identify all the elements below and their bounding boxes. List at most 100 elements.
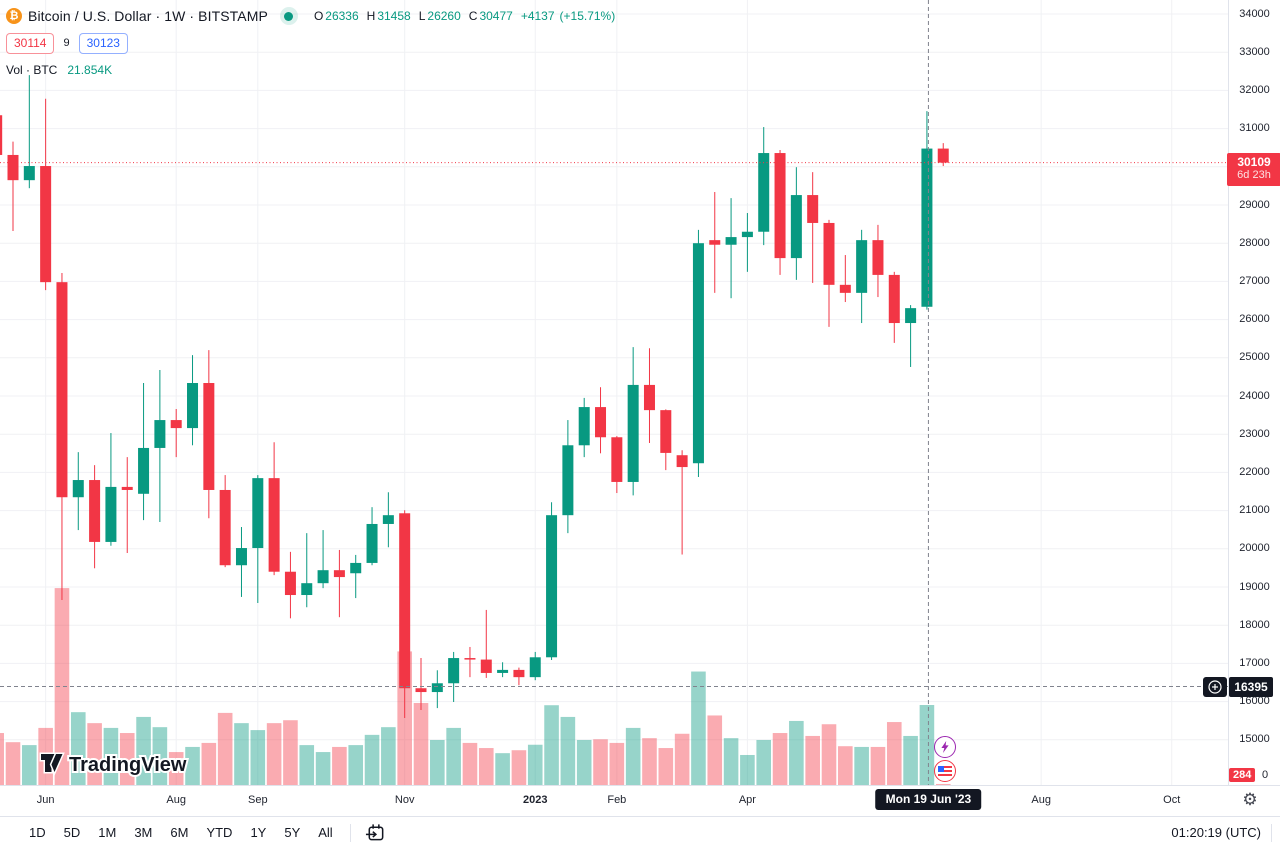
candle-body[interactable] [709, 240, 721, 245]
candle-body[interactable] [546, 515, 558, 658]
candle-body[interactable] [676, 455, 688, 468]
volume-bar[interactable] [5, 742, 21, 785]
go-to-date-button[interactable] [359, 820, 392, 845]
range-button-1d[interactable]: 1D [20, 821, 55, 844]
volume-bar[interactable] [250, 730, 266, 785]
candle-body[interactable] [105, 486, 117, 542]
candle-body[interactable] [643, 384, 655, 411]
volume-bar[interactable] [364, 734, 380, 785]
candle-body[interactable] [399, 513, 411, 689]
volume-bar[interactable] [723, 738, 739, 785]
candle-body[interactable] [284, 571, 296, 596]
market-status-icon[interactable] [279, 7, 298, 25]
volume-bar[interactable] [870, 746, 886, 785]
candle-body[interactable] [856, 240, 868, 293]
volume-bar[interactable] [381, 727, 396, 785]
candle-body[interactable] [40, 166, 52, 283]
volume-bar[interactable] [593, 739, 608, 785]
candle-body[interactable] [595, 407, 607, 438]
volume-bar[interactable] [511, 750, 527, 785]
candle-body[interactable] [301, 583, 313, 596]
volume-bar[interactable] [740, 754, 755, 785]
volume-bar[interactable] [413, 703, 429, 785]
add-alert-plus-button[interactable] [1203, 676, 1227, 697]
candle-body[interactable] [382, 515, 394, 524]
volume-bar[interactable] [886, 722, 902, 785]
legend-symbol-row[interactable]: ₿ Bitcoin / U.S. Dollar · 1W · BITSTAMP … [6, 5, 615, 27]
candle-body[interactable] [937, 148, 949, 163]
volume-bar[interactable] [299, 745, 315, 785]
candle-body[interactable] [317, 570, 329, 584]
volume-bar[interactable] [772, 733, 788, 785]
us-economic-event-icon[interactable] [934, 760, 956, 782]
candle-body[interactable] [138, 447, 150, 494]
candle-body[interactable] [431, 683, 443, 693]
volume-bar[interactable] [0, 733, 4, 785]
volume-bar[interactable] [527, 744, 543, 785]
last-price-label[interactable]: 30109 6d 23h [1227, 152, 1280, 186]
candle-body[interactable] [464, 658, 476, 660]
volume-bar[interactable] [315, 752, 331, 785]
clock-utc-time[interactable]: 01:20:19 (UTC) [1171, 825, 1261, 840]
volume-bar[interactable] [22, 745, 37, 785]
volume-bar[interactable] [332, 746, 347, 785]
candle-body[interactable] [268, 478, 280, 572]
volume-bar[interactable] [560, 716, 576, 785]
candle-body[interactable] [905, 308, 917, 324]
volume-bar[interactable] [919, 705, 935, 785]
volume-bar[interactable] [935, 783, 951, 785]
flash-event-icon[interactable] [934, 736, 956, 758]
candle-body[interactable] [725, 237, 737, 245]
volume-bar[interactable] [283, 720, 298, 785]
volume-bar[interactable] [152, 727, 168, 785]
candle-body[interactable] [480, 659, 492, 673]
symbol-title[interactable]: Bitcoin / U.S. Dollar · 1W · BITSTAMP [28, 8, 268, 24]
candle-body[interactable] [741, 231, 753, 238]
candle-body[interactable] [872, 240, 884, 275]
volume-bar[interactable] [217, 712, 233, 785]
volume-bar[interactable] [136, 716, 151, 785]
candle-body[interactable] [121, 486, 133, 490]
volume-bar[interactable] [625, 727, 641, 785]
volume-bar[interactable] [87, 723, 102, 785]
candle-body[interactable] [154, 420, 166, 448]
candle-body[interactable] [790, 195, 802, 259]
candle-body[interactable] [692, 243, 704, 464]
volume-bar[interactable] [266, 723, 282, 785]
candle-body[interactable] [366, 523, 378, 563]
candle-body[interactable] [0, 115, 3, 155]
range-button-all[interactable]: All [309, 821, 341, 844]
candle-body[interactable] [513, 669, 525, 678]
volume-bar[interactable] [789, 720, 804, 785]
range-button-1y[interactable]: 1Y [241, 821, 275, 844]
chart-canvas[interactable] [0, 0, 1228, 785]
candle-body[interactable] [823, 222, 835, 285]
range-button-ytd[interactable]: YTD [197, 821, 241, 844]
candle-body[interactable] [89, 480, 101, 542]
candle-body[interactable] [839, 284, 851, 293]
volume-bar[interactable] [609, 742, 625, 785]
volume-bar[interactable] [495, 753, 510, 785]
volume-bar[interactable] [168, 752, 184, 785]
candle-body[interactable] [170, 420, 182, 429]
volume-row[interactable]: Vol · BTC 21.854K [6, 63, 615, 77]
candle-body[interactable] [72, 480, 84, 498]
range-button-1m[interactable]: 1M [89, 821, 125, 844]
volume-bar[interactable] [201, 742, 217, 785]
candle-body[interactable] [219, 489, 231, 566]
candle-body[interactable] [235, 548, 247, 566]
candle-body[interactable] [23, 166, 35, 181]
volume-bar[interactable] [54, 588, 70, 785]
volume-bar[interactable] [756, 739, 772, 785]
range-button-5d[interactable]: 5D [55, 821, 90, 844]
candle-body[interactable] [448, 658, 460, 684]
range-button-6m[interactable]: 6M [161, 821, 197, 844]
volume-bar[interactable] [70, 712, 86, 785]
candle-body[interactable] [252, 478, 264, 549]
volume-bar[interactable] [903, 735, 918, 785]
candle-body[interactable] [611, 437, 623, 482]
volume-bar[interactable] [642, 738, 657, 785]
candle-body[interactable] [562, 445, 574, 516]
candle-body[interactable] [529, 657, 541, 678]
volume-bar[interactable] [821, 724, 837, 785]
